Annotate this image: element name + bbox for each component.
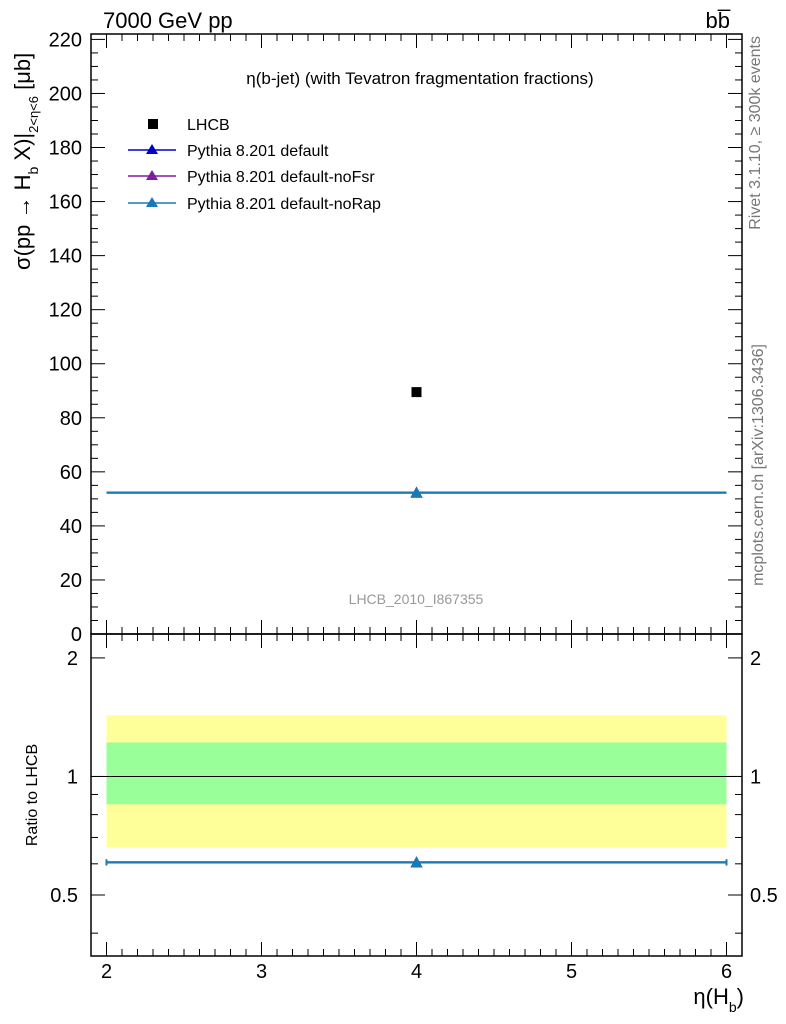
ratio-ytick-label-right: 1 bbox=[750, 766, 761, 788]
ratio-ytick-label-left: 0.5 bbox=[50, 885, 78, 907]
lhcb-data-point bbox=[411, 387, 422, 398]
ratio-bands bbox=[106, 715, 727, 848]
legend-item-default: Pythia 8.201 default bbox=[128, 143, 329, 160]
legend-norap-marker bbox=[146, 197, 158, 207]
main-ytick-label: 60 bbox=[60, 462, 82, 484]
main-ytick-label: 0 bbox=[71, 624, 82, 646]
ratio-xtick-label: 4 bbox=[411, 961, 422, 983]
ratio-tick-labels: 0.5 0.5 1 1 2 2 2 3 4 5 6 bbox=[50, 648, 778, 983]
ratio-xtick-label: 6 bbox=[721, 961, 732, 983]
ratio-ytick-label-right: 0.5 bbox=[750, 885, 778, 907]
ratio-xtick-label: 2 bbox=[101, 961, 112, 983]
legend-default-marker bbox=[146, 144, 158, 154]
ratio-ytick-label-left: 2 bbox=[67, 648, 78, 670]
legend-nofsr-label: Pythia 8.201 default-noFsr bbox=[187, 169, 375, 186]
legend-item-norap: Pythia 8.201 default-noRap bbox=[128, 196, 381, 213]
main-ytick-label: 40 bbox=[60, 516, 82, 538]
ratio-panel: 0.5 0.5 1 1 2 2 2 3 4 5 6 Ratio to LHCB η(Hb) bbox=[24, 633, 778, 1015]
legend-nofsr-marker bbox=[146, 170, 158, 180]
main-ytick-label: 220 bbox=[49, 29, 82, 51]
main-ytick-label: 140 bbox=[49, 246, 82, 268]
main-ytick-label: 160 bbox=[49, 192, 82, 214]
ratio-y-axis-label: Ratio to LHCB bbox=[24, 744, 41, 846]
legend-lhcb-label: LHCB bbox=[187, 117, 230, 134]
main-y-axis-label: σ(pp → Hb X)|2<η<6 [μb] bbox=[10, 53, 41, 270]
legend-item-lhcb: LHCB bbox=[148, 117, 230, 134]
legend-item-nofsr: Pythia 8.201 default-noFsr bbox=[128, 169, 375, 186]
mcplots-label: mcplots.cern.ch [arXiv:1306.3436] bbox=[750, 344, 767, 586]
ratio-marker-2 bbox=[410, 856, 423, 868]
main-title: η(b-jet) (with Tevatron fragmentation fr… bbox=[246, 69, 593, 88]
ratio-ytick-label-left: 1 bbox=[67, 766, 78, 788]
mc-marker-3 bbox=[410, 486, 423, 498]
main-ytick-label: 180 bbox=[49, 138, 82, 160]
ratio-ticks bbox=[90, 634, 743, 956]
main-ticks bbox=[90, 34, 743, 635]
ratio-series-layer bbox=[105, 856, 728, 868]
main-ytick-label: 80 bbox=[60, 408, 82, 430]
ratio-ytick-label-right: 2 bbox=[750, 648, 761, 670]
rivet-label: Rivet 3.1.10, ≥ 300k events bbox=[747, 36, 764, 230]
process-label: bb̅ bbox=[706, 8, 731, 33]
main-ytick-label: 100 bbox=[49, 354, 82, 376]
main-series-layer bbox=[106, 387, 727, 498]
legend-norap-label: Pythia 8.201 default-noRap bbox=[187, 196, 381, 213]
analysis-id-label: LHCB_2010_I867355 bbox=[349, 591, 484, 607]
energy-label: 7000 GeV pp bbox=[103, 8, 233, 33]
legend-default-label: Pythia 8.201 default bbox=[187, 143, 329, 160]
ratio-xtick-label: 3 bbox=[256, 961, 267, 983]
main-ytick-label: 120 bbox=[49, 300, 82, 322]
main-ytick-labels: 0 20 40 60 80 100 120 140 160 180 200 220 bbox=[49, 29, 82, 646]
x-axis-label: η(Hb) bbox=[693, 984, 744, 1015]
legend: LHCB Pythia 8.201 default Pythia 8.201 d… bbox=[128, 117, 381, 213]
legend-lhcb-marker bbox=[148, 119, 158, 129]
main-ytick-label: 200 bbox=[49, 83, 82, 105]
ratio-band-green bbox=[106, 742, 727, 805]
main-ytick-label: 20 bbox=[60, 570, 82, 592]
ratio-xtick-label: 5 bbox=[566, 961, 577, 983]
main-panel: η(b-jet) (with Tevatron fragmentation fr… bbox=[10, 29, 743, 646]
